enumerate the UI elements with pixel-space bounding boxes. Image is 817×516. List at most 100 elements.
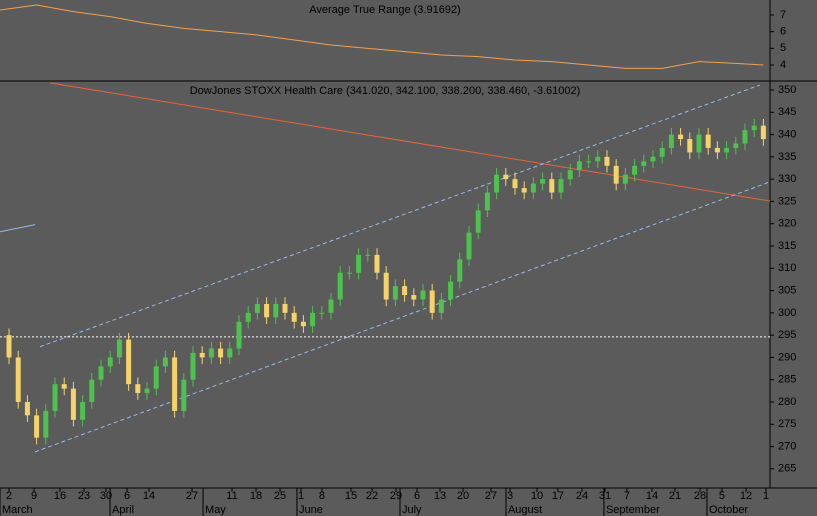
- candle-body: [107, 357, 113, 367]
- candle-body: [402, 286, 408, 296]
- candle-body: [411, 295, 417, 300]
- candle-body: [227, 348, 233, 358]
- y-tick-label: 270: [778, 440, 796, 452]
- x-tick-label: 7: [624, 490, 630, 502]
- candle-body: [319, 312, 325, 314]
- candle-body: [484, 192, 490, 211]
- x-tick-label: 8: [319, 490, 325, 502]
- candle-body: [392, 286, 398, 300]
- candle-body: [696, 134, 702, 153]
- candle-body: [383, 272, 389, 300]
- candle-body: [162, 357, 168, 367]
- candle-body: [724, 147, 730, 153]
- candle-body: [264, 303, 270, 318]
- y-tick-label: 350: [778, 84, 796, 96]
- x-tick-label: 3: [507, 490, 513, 502]
- candle-body: [144, 388, 150, 394]
- x-tick-label: 11: [226, 490, 237, 502]
- candle-body: [181, 379, 187, 411]
- month-label: July: [402, 504, 422, 516]
- x-tick-label: 31: [599, 490, 611, 502]
- y-tick-label: 7: [780, 9, 786, 21]
- candle-body: [521, 188, 527, 193]
- x-tick-label: 20: [457, 490, 469, 502]
- candle-body: [751, 125, 757, 131]
- x-tick-label: 29: [390, 490, 402, 502]
- y-tick-label: 320: [778, 218, 796, 230]
- atr-title: Average True Range (3.91692): [309, 4, 460, 16]
- candle-body: [6, 335, 12, 358]
- study-line: [0, 224, 36, 233]
- candle-body: [448, 281, 454, 300]
- candle-body: [310, 312, 316, 327]
- y-tick-label: 325: [778, 195, 796, 207]
- x-tick-label: 2: [6, 490, 12, 502]
- candle-body: [604, 156, 610, 166]
- candle-body: [668, 134, 674, 148]
- candle-body: [43, 410, 49, 438]
- candle-body: [540, 179, 546, 184]
- y-tick-label: 290: [778, 351, 796, 363]
- candle-body: [429, 290, 435, 313]
- candle-body: [641, 161, 647, 166]
- candle-body: [632, 165, 638, 175]
- candle-body: [135, 384, 141, 394]
- month-label: September: [606, 504, 660, 516]
- candle-body: [273, 303, 279, 318]
- x-tick-label: 6: [414, 490, 420, 502]
- y-tick-label: 265: [778, 463, 796, 475]
- candle-body: [245, 312, 251, 322]
- study-line: [39, 84, 760, 348]
- candle-body: [567, 170, 573, 180]
- x-tick-label: 25: [274, 490, 286, 502]
- y-tick-label: 305: [778, 284, 796, 296]
- y-tick-label: 335: [778, 151, 796, 163]
- x-tick-label: 15: [345, 490, 357, 502]
- candle-body: [595, 156, 601, 162]
- y-tick-label: 340: [778, 128, 796, 140]
- candle-body: [494, 174, 500, 193]
- x-tick-label: 30: [100, 490, 112, 502]
- y-tick-label: 330: [778, 173, 796, 185]
- candle-body: [576, 161, 582, 171]
- study-line: [34, 181, 771, 453]
- candle-body: [300, 321, 306, 327]
- x-tick-label: 9: [31, 490, 37, 502]
- candle-body: [199, 352, 205, 358]
- y-tick-label: 4: [780, 59, 786, 71]
- y-tick-label: 345: [778, 106, 796, 118]
- candle-body: [61, 384, 67, 389]
- candle-body: [503, 174, 509, 180]
- x-tick-label: 24: [576, 490, 588, 502]
- month-label: March: [2, 504, 33, 516]
- candle-body: [438, 299, 444, 313]
- y-tick-label: 275: [778, 418, 796, 430]
- candle-body: [512, 179, 518, 189]
- x-tick-label: 12: [740, 490, 752, 502]
- candle-body: [89, 379, 95, 402]
- y-tick-label: 310: [778, 262, 796, 274]
- candle-body: [687, 139, 693, 153]
- x-tick-label: 14: [646, 490, 658, 502]
- y-tick-label: 295: [778, 329, 796, 341]
- candle-body: [613, 165, 619, 184]
- candle-body: [218, 348, 224, 358]
- price-title: DowJones STOXX Health Care (341.020, 342…: [190, 85, 581, 97]
- x-tick-label: 6: [124, 490, 130, 502]
- candle-body: [15, 357, 21, 402]
- candle-body: [650, 156, 656, 162]
- candle-body: [80, 401, 86, 420]
- candle-body: [586, 161, 592, 163]
- month-label: June: [299, 504, 323, 516]
- candle-body: [34, 415, 40, 438]
- candle-body: [190, 352, 196, 380]
- candle-body: [24, 401, 30, 416]
- candle-body: [337, 272, 343, 300]
- candle-body: [742, 130, 748, 144]
- month-label: August: [508, 504, 542, 516]
- candle-body: [760, 125, 766, 140]
- candle-body: [346, 272, 352, 274]
- month-label: October: [709, 504, 748, 516]
